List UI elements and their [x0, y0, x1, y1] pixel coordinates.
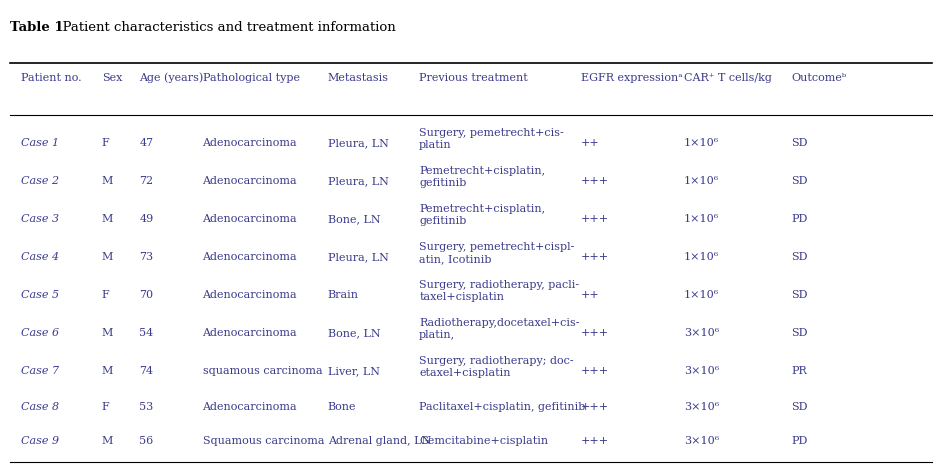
- Text: Surgery, pemetrecht+cispl-
atin, Icotinib: Surgery, pemetrecht+cispl- atin, Icotini…: [419, 242, 575, 265]
- Text: Metastasis: Metastasis: [328, 73, 389, 83]
- Text: F: F: [102, 290, 109, 300]
- Text: SD: SD: [791, 290, 808, 300]
- Text: 56: 56: [139, 436, 154, 446]
- Text: Case 3: Case 3: [21, 214, 58, 224]
- Text: Surgery, radiotherapy; doc-
etaxel+cisplatin: Surgery, radiotherapy; doc- etaxel+cispl…: [419, 356, 574, 378]
- Text: 3×10⁶: 3×10⁶: [684, 366, 719, 376]
- Text: SD: SD: [791, 138, 808, 148]
- Text: Bone: Bone: [328, 402, 356, 412]
- Text: 3×10⁶: 3×10⁶: [684, 436, 719, 446]
- Text: squamous carcinoma: squamous carcinoma: [203, 366, 322, 376]
- Text: M: M: [102, 328, 113, 338]
- Text: Case 9: Case 9: [21, 436, 58, 446]
- Text: SD: SD: [791, 402, 808, 412]
- Text: 1×10⁶: 1×10⁶: [684, 176, 719, 186]
- Text: M: M: [102, 436, 113, 446]
- Text: M: M: [102, 214, 113, 224]
- Text: PD: PD: [791, 214, 807, 224]
- Text: Age (years): Age (years): [139, 73, 203, 83]
- Text: 72: 72: [139, 176, 154, 186]
- Text: Case 1: Case 1: [21, 138, 58, 148]
- Text: Squamous carcinoma: Squamous carcinoma: [203, 436, 324, 446]
- Text: SD: SD: [791, 328, 808, 338]
- Text: Adenocarcinoma: Adenocarcinoma: [203, 176, 297, 186]
- Text: Pemetrecht+cisplatin,
gefitinib: Pemetrecht+cisplatin, gefitinib: [419, 204, 545, 226]
- Text: Pathological type: Pathological type: [203, 73, 300, 83]
- Text: 53: 53: [139, 402, 154, 412]
- Text: Patient no.: Patient no.: [21, 73, 81, 83]
- Text: ++: ++: [581, 290, 600, 300]
- Text: +++: +++: [581, 328, 609, 338]
- Text: +++: +++: [581, 436, 609, 446]
- Text: Liver, LN: Liver, LN: [328, 366, 380, 376]
- Text: Bone, LN: Bone, LN: [328, 214, 381, 224]
- Text: EGFR expressionᵃ: EGFR expressionᵃ: [581, 73, 683, 83]
- Text: Adenocarcinoma: Adenocarcinoma: [203, 252, 297, 262]
- Text: Radiotherapy,docetaxel+cis-
platin,: Radiotherapy,docetaxel+cis- platin,: [419, 318, 579, 340]
- Text: Pleura, LN: Pleura, LN: [328, 252, 389, 262]
- Text: PD: PD: [791, 436, 807, 446]
- Text: Table 1: Table 1: [10, 21, 64, 34]
- Text: 3×10⁶: 3×10⁶: [684, 328, 719, 338]
- Text: F: F: [102, 402, 109, 412]
- Text: M: M: [102, 366, 113, 376]
- Text: PR: PR: [791, 366, 807, 376]
- Text: Bone, LN: Bone, LN: [328, 328, 381, 338]
- Text: Surgery, pemetrecht+cis-
platin: Surgery, pemetrecht+cis- platin: [419, 129, 564, 150]
- Text: Previous treatment: Previous treatment: [419, 73, 528, 83]
- Text: 1×10⁶: 1×10⁶: [684, 290, 719, 300]
- Text: Sex: Sex: [102, 73, 122, 83]
- Text: +++: +++: [581, 176, 609, 186]
- Text: Case 7: Case 7: [21, 366, 58, 376]
- Text: 3×10⁶: 3×10⁶: [684, 402, 719, 412]
- Text: Adenocarcinoma: Adenocarcinoma: [203, 328, 297, 338]
- Text: Gemcitabine+cisplatin: Gemcitabine+cisplatin: [419, 436, 548, 446]
- Text: Adenocarcinoma: Adenocarcinoma: [203, 290, 297, 300]
- Text: 1×10⁶: 1×10⁶: [684, 252, 719, 262]
- Text: Adenocarcinoma: Adenocarcinoma: [203, 214, 297, 224]
- Text: +++: +++: [581, 366, 609, 376]
- Text: 1×10⁶: 1×10⁶: [684, 214, 719, 224]
- Text: Case 8: Case 8: [21, 402, 58, 412]
- Text: Case 2: Case 2: [21, 176, 58, 186]
- Text: Pemetrecht+cisplatin,
gefitinib: Pemetrecht+cisplatin, gefitinib: [419, 166, 545, 188]
- Text: Outcomeᵇ: Outcomeᵇ: [791, 73, 847, 83]
- Text: 47: 47: [139, 138, 154, 148]
- Text: Pleura, LN: Pleura, LN: [328, 176, 389, 186]
- Text: M: M: [102, 252, 113, 262]
- Text: Pleura, LN: Pleura, LN: [328, 138, 389, 148]
- Text: Adrenal gland, LN: Adrenal gland, LN: [328, 436, 431, 446]
- Text: Brain: Brain: [328, 290, 359, 300]
- Text: Surgery, radiotherapy, pacli-
taxel+cisplatin: Surgery, radiotherapy, pacli- taxel+cisp…: [419, 280, 579, 303]
- Text: +++: +++: [581, 252, 609, 262]
- Text: Adenocarcinoma: Adenocarcinoma: [203, 402, 297, 412]
- Text: SD: SD: [791, 176, 808, 186]
- Text: M: M: [102, 176, 113, 186]
- Text: SD: SD: [791, 252, 808, 262]
- Text: Case 6: Case 6: [21, 328, 58, 338]
- Text: Case 5: Case 5: [21, 290, 58, 300]
- Text: Case 4: Case 4: [21, 252, 58, 262]
- Text: F: F: [102, 138, 109, 148]
- Text: 73: 73: [139, 252, 154, 262]
- Text: Patient characteristics and treatment information: Patient characteristics and treatment in…: [54, 21, 396, 34]
- Text: +++: +++: [581, 402, 609, 412]
- Text: CAR⁺ T cells/kg: CAR⁺ T cells/kg: [684, 73, 771, 83]
- Text: 54: 54: [139, 328, 154, 338]
- Text: 1×10⁶: 1×10⁶: [684, 138, 719, 148]
- Text: Paclitaxel+cisplatin, gefitinib: Paclitaxel+cisplatin, gefitinib: [419, 402, 586, 412]
- Text: ++: ++: [581, 138, 600, 148]
- Text: 49: 49: [139, 214, 154, 224]
- Text: 70: 70: [139, 290, 154, 300]
- Text: 74: 74: [139, 366, 154, 376]
- Text: Adenocarcinoma: Adenocarcinoma: [203, 138, 297, 148]
- Text: +++: +++: [581, 214, 609, 224]
